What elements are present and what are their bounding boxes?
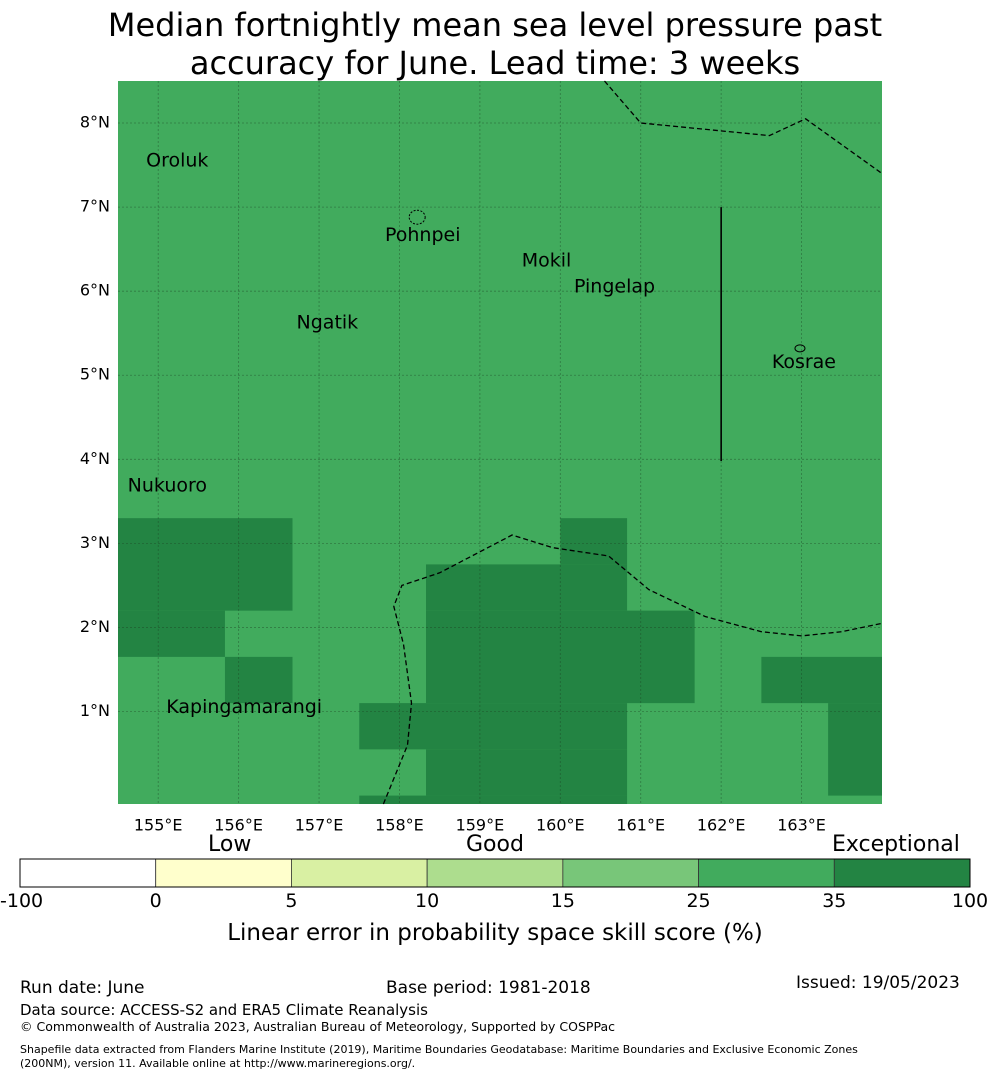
title-line-1: Median fortnightly mean sea level pressu…	[107, 6, 883, 44]
place-label: Kapingamarangi	[166, 696, 322, 718]
colorbar-segment	[426, 858, 564, 888]
base-period: Base period: 1981-2018	[386, 978, 591, 998]
latitude-tick-label: 7°N	[80, 197, 110, 216]
colorbar-good-label: Good	[466, 832, 524, 857]
place-label: Ngatik	[297, 312, 359, 334]
longitude-tick-label: 162°E	[697, 816, 746, 835]
latitude-tick-label: 3°N	[80, 533, 110, 552]
map-title: Median fortnightly mean sea level pressu…	[0, 6, 990, 82]
pohnpei-island-outline	[408, 209, 426, 225]
colorbar-tick-label: 35	[822, 890, 847, 912]
exceptional-cell	[426, 610, 695, 704]
longitude-tick-label: 156°E	[214, 816, 263, 835]
place-label: Pohnpei	[385, 224, 461, 246]
longitude-tick-label: 159°E	[456, 816, 505, 835]
exceptional-cell	[359, 703, 628, 750]
place-label: Oroluk	[146, 149, 208, 171]
shapefile-credit-line-2: (200NM), version 11. Available online at…	[20, 1057, 416, 1070]
colorbar-low-label: Low	[208, 832, 252, 857]
exceptional-cell	[560, 518, 628, 565]
colorbar-tick-label: 10	[415, 890, 440, 912]
longitude-tick-label: 158°E	[375, 816, 424, 835]
place-label: Nukuoro	[128, 475, 207, 497]
latitude-tick-label: 5°N	[80, 365, 110, 384]
longitude-tick-label: 160°E	[536, 816, 585, 835]
exceptional-cell	[224, 656, 293, 704]
latitude-tick-label: 4°N	[80, 449, 110, 468]
exceptional-cell	[828, 703, 882, 796]
colorbar-exceptional-label: Exceptional	[832, 832, 960, 857]
kosrae-island-outline	[794, 344, 806, 353]
eez-boundary	[382, 534, 883, 805]
longitude-tick-label: 157°E	[295, 816, 344, 835]
colorbar-tick-label: 100	[951, 890, 989, 912]
longitude-tick-label: 163°E	[777, 816, 826, 835]
eez-boundary	[604, 80, 883, 175]
place-label: Mokil	[522, 249, 572, 271]
colorbar-segment	[698, 858, 835, 888]
colorbar-segment	[562, 858, 699, 888]
shapefile-credit-line-1: Shapefile data extracted from Flanders M…	[20, 1043, 858, 1056]
colorbar-segment	[291, 858, 428, 888]
colorbar-tick-label: 25	[686, 890, 711, 912]
exceptional-cell	[426, 564, 628, 611]
data-source: Data source: ACCESS-S2 and ERA5 Climate …	[20, 1001, 428, 1019]
exceptional-cell	[359, 795, 628, 804]
run-date: Run date: June	[20, 978, 145, 998]
colorbar-segment	[19, 858, 157, 888]
longitude-tick-label: 161°E	[616, 816, 665, 835]
issued-date: Issued: 19/05/2023	[796, 973, 960, 993]
colorbar-tick-label: 0	[149, 890, 162, 912]
latitude-tick-label: 2°N	[80, 617, 110, 636]
latitude-tick-label: 8°N	[80, 113, 110, 132]
copyright-notice: © Commonwealth of Australia 2023, Austra…	[20, 1019, 615, 1034]
latitude-tick-label: 6°N	[80, 281, 110, 300]
exceptional-cell	[426, 749, 628, 796]
latitude-tick-label: 1°N	[80, 701, 110, 720]
colorbar-segment	[833, 858, 971, 888]
colorbar-frame	[19, 858, 971, 888]
exceptional-cell	[761, 656, 882, 704]
exceptional-cell	[118, 610, 225, 657]
colorbar-segment	[155, 858, 292, 888]
colorbar-axis-label: Linear error in probability space skill …	[227, 920, 763, 946]
place-label: Pingelap	[574, 275, 655, 297]
title-line-2: accuracy for June. Lead time: 3 weeks	[189, 44, 801, 82]
colorbar-tick-label: 5	[285, 890, 298, 912]
longitude-tick-label: 155°E	[134, 816, 183, 835]
place-label: Kosrae	[772, 351, 836, 373]
colorbar-tick-label: -100	[0, 890, 44, 912]
exceptional-cell	[118, 518, 293, 611]
colorbar-tick-label: 15	[550, 890, 575, 912]
